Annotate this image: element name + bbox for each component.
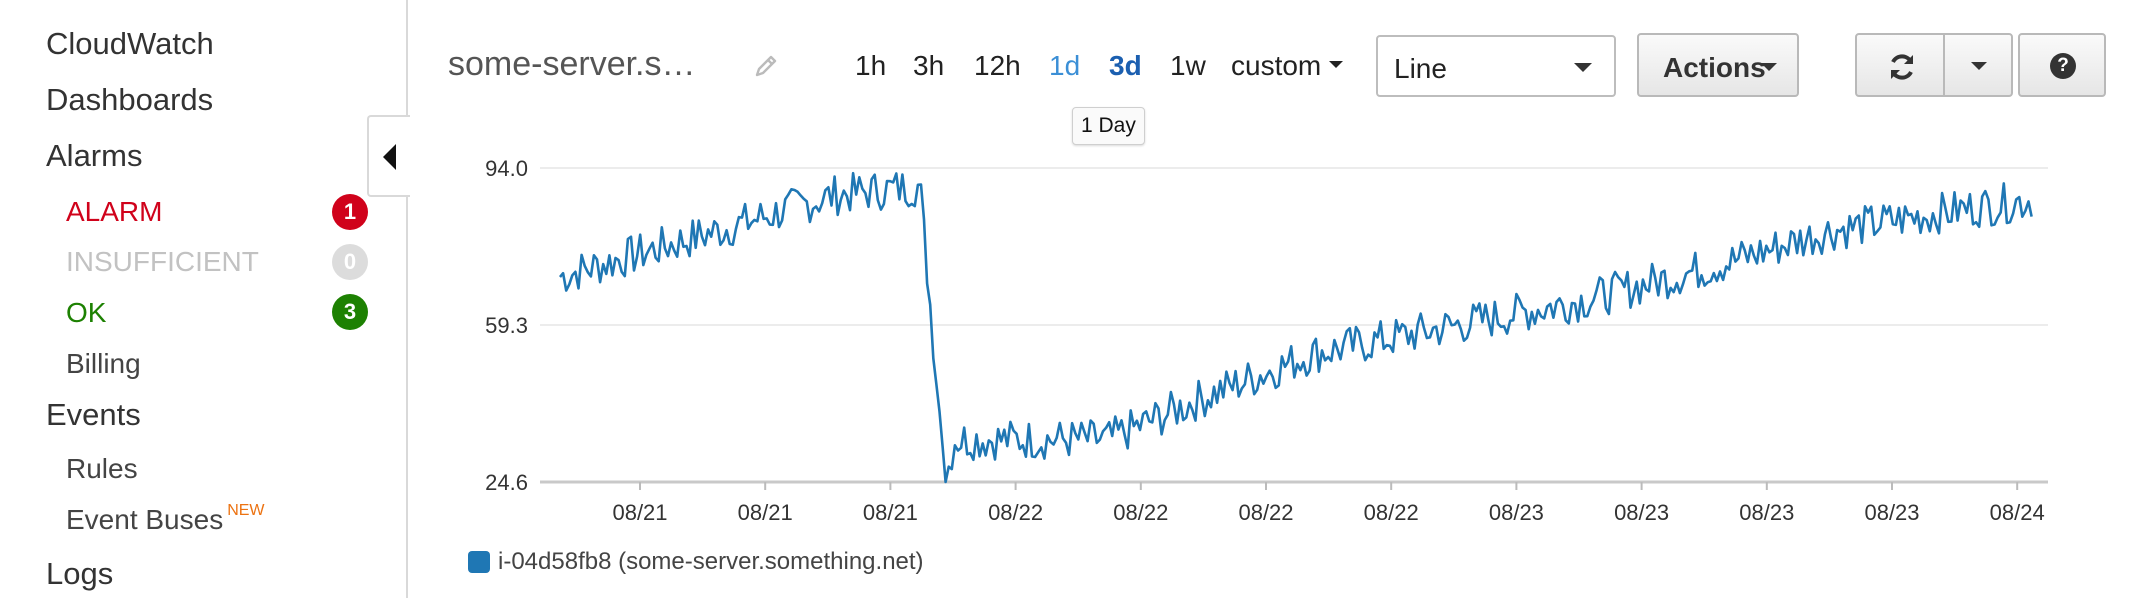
y-tick-label: 59.3 — [485, 313, 528, 338]
new-badge: NEW — [227, 502, 265, 519]
x-tick-label: 08/23 — [1864, 500, 1919, 525]
sidebar-item-events[interactable]: Events — [46, 397, 141, 432]
x-tick-label: 08/22 — [1113, 500, 1168, 525]
x-tick-label: 08/21 — [612, 500, 667, 525]
x-tick-label: 08/22 — [988, 500, 1043, 525]
chart-legend: i-04d58fb8 (some-server.something.net) — [468, 548, 924, 576]
x-tick-label: 08/21 — [738, 500, 793, 525]
time-range-1w[interactable]: 1w — [1170, 50, 1206, 81]
sidebar-item-insufficient-state[interactable]: INSUFFICIENT — [66, 246, 259, 277]
time-range-custom[interactable]: custom — [1231, 50, 1344, 82]
insufficient-count-badge: 0 — [332, 244, 368, 280]
legend-swatch — [468, 551, 490, 573]
x-tick-label: 08/23 — [1739, 500, 1794, 525]
x-tick-label: 08/22 — [1364, 500, 1419, 525]
sidebar-item-dashboards[interactable]: Dashboards — [46, 82, 214, 117]
alarm-count-badge: 1 — [332, 194, 368, 230]
caret-down-icon — [1971, 62, 1987, 70]
sidebar: CloudWatch Dashboards Alarms ALARM 1 INS… — [0, 0, 408, 598]
x-tick-label: 08/23 — [1489, 500, 1544, 525]
graph-type-value: Line — [1394, 53, 1447, 84]
metric-line-chart: 94.0 59.3 24.6 08/21 08/21 08/21 08/22 08/22 08/… — [485, 156, 2048, 525]
graph-type-select[interactable]: Line — [1376, 35, 1616, 97]
time-range-tooltip: 1 Day — [1072, 107, 1145, 145]
series-line — [558, 171, 2033, 484]
time-range-12h[interactable]: 12h — [974, 50, 1021, 81]
time-range-3d[interactable]: 3d — [1109, 50, 1142, 81]
refresh-button[interactable] — [1855, 33, 1945, 97]
refresh-icon — [1891, 54, 1913, 80]
caret-down-icon — [1761, 63, 1777, 71]
sidebar-item-cloudwatch[interactable]: CloudWatch — [46, 26, 214, 61]
actions-label: Actions — [1663, 52, 1766, 83]
actions-button[interactable]: Actions — [1637, 33, 1799, 97]
y-tick-label: 24.6 — [485, 470, 528, 495]
sidebar-item-alarms[interactable]: Alarms — [46, 138, 143, 173]
x-tick-label: 08/23 — [1614, 500, 1669, 525]
x-tick-label: 08/21 — [863, 500, 918, 525]
pencil-edit-icon[interactable] — [752, 52, 780, 80]
sidebar-item-billing[interactable]: Billing — [66, 348, 141, 379]
x-tick-label: 08/22 — [1238, 500, 1293, 525]
dashboard-title: some-server.s… — [448, 45, 696, 83]
time-range-1h[interactable]: 1h — [855, 50, 887, 81]
legend-series-label: i-04d58fb8 (some-server.something.net) — [498, 548, 924, 575]
time-range-3h[interactable]: 3h — [913, 50, 945, 81]
caret-down-icon — [1329, 61, 1344, 69]
ok-count-badge: 3 — [332, 294, 368, 330]
collapse-left-icon — [383, 144, 396, 170]
custom-label: custom — [1231, 50, 1322, 81]
sidebar-item-logs[interactable]: Logs — [46, 556, 114, 591]
x-tick-label: 08/24 — [1990, 500, 2045, 525]
sidebar-item-event-buses[interactable]: Event Buses NEW — [66, 502, 265, 536]
sidebar-collapse-toggle[interactable] — [367, 115, 410, 197]
sidebar-item-alarm-state[interactable]: ALARM — [66, 196, 163, 227]
caret-down-icon — [1574, 63, 1592, 72]
help-button[interactable]: ? — [2018, 33, 2106, 97]
y-tick-label: 94.0 — [485, 156, 528, 181]
sidebar-item-ok-state[interactable]: OK — [66, 297, 107, 328]
sidebar-item-rules[interactable]: Rules — [66, 453, 138, 484]
event-buses-label: Event Buses — [66, 504, 224, 535]
refresh-options-button[interactable] — [1943, 33, 2013, 97]
time-range-1d[interactable]: 1d — [1049, 50, 1081, 81]
help-icon: ? — [2050, 53, 2076, 79]
